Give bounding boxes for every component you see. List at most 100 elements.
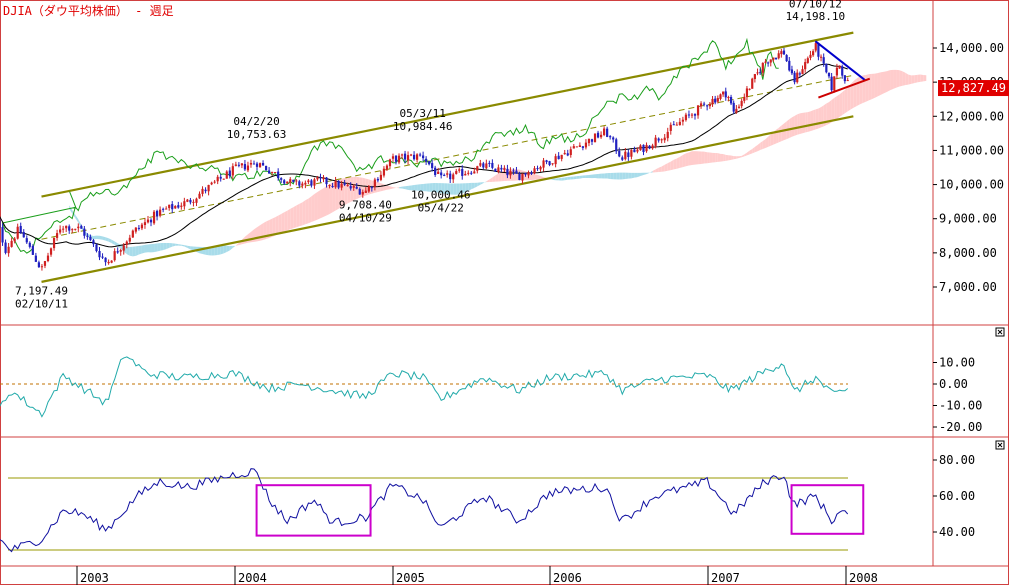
cloud-segment: [805, 112, 808, 133]
candle-body: [280, 178, 283, 180]
candle-body: [231, 166, 234, 176]
candle: [277, 168, 280, 181]
candle-body: [684, 114, 688, 121]
candle: [0, 217, 1, 229]
cloud-segment: [399, 186, 403, 189]
candle-body: [753, 74, 756, 80]
candle-body: [201, 188, 204, 194]
candle: [394, 155, 398, 165]
candle: [687, 110, 691, 119]
candle-body: [648, 145, 651, 149]
candle-body: [310, 180, 313, 186]
candle-body: [379, 174, 383, 180]
candle: [10, 237, 13, 248]
y-tick-label: 12,000.00: [939, 109, 1004, 123]
candle: [195, 197, 198, 207]
candle-body: [732, 102, 735, 112]
cloud-segment: [138, 245, 142, 255]
candle-body: [261, 162, 265, 166]
cloud-segment: [429, 183, 433, 192]
candle-body: [740, 100, 743, 107]
candle-body: [264, 165, 268, 171]
candle-body: [40, 266, 44, 268]
candle: [827, 72, 831, 79]
candle: [325, 176, 328, 188]
candle-body: [716, 98, 719, 102]
candle-body: [449, 173, 452, 180]
candle: [271, 171, 274, 176]
cloud-segment: [166, 242, 170, 250]
candle-body: [307, 180, 310, 183]
candle: [334, 176, 337, 189]
candle-body: [756, 72, 759, 74]
cloud-segment: [601, 173, 605, 179]
candle: [527, 170, 530, 179]
cloud-segment: [679, 154, 683, 168]
candle-body: [322, 177, 325, 180]
cloud-segment: [868, 73, 872, 101]
candle: [400, 153, 404, 160]
candle-body: [46, 255, 50, 262]
candle-body: [536, 168, 539, 170]
candle: [340, 180, 343, 191]
candle: [43, 260, 47, 269]
candle: [627, 149, 630, 161]
candle: [358, 187, 361, 195]
candle: [246, 161, 250, 173]
candle-body: [777, 53, 780, 59]
candle: [461, 165, 464, 180]
cloud-segment: [450, 183, 454, 195]
candle-body: [527, 172, 530, 176]
candle-body: [7, 246, 10, 254]
candle-body: [409, 154, 413, 156]
candle: [388, 158, 392, 169]
candle: [488, 160, 491, 168]
cloud-segment: [489, 177, 493, 182]
candle-body: [397, 155, 401, 163]
cloud-segment: [377, 182, 381, 192]
candle: [533, 166, 536, 175]
cloud-segment: [570, 176, 574, 180]
candle-body: [539, 166, 542, 170]
cloud-segment: [184, 245, 188, 248]
candle: [464, 170, 467, 176]
triangle-line-resistance: [814, 40, 867, 82]
candle: [434, 165, 437, 177]
cloud-segment: [709, 152, 713, 163]
cloud-segment: [540, 176, 544, 180]
candle-body: [767, 62, 770, 64]
cloud-segment: [308, 196, 312, 224]
candle: [551, 163, 554, 166]
cloud-segment: [701, 151, 705, 164]
candle-body: [68, 226, 71, 231]
candle: [409, 153, 413, 157]
cloud-segment: [874, 73, 878, 98]
candle: [578, 142, 581, 148]
candle: [403, 150, 407, 163]
candle-body: [473, 171, 476, 174]
candle: [494, 168, 497, 172]
candle-body: [575, 146, 578, 148]
candle-body: [304, 182, 307, 185]
x-tick-label: 2007: [711, 571, 740, 585]
candle-body: [835, 67, 839, 76]
candle-body: [817, 43, 820, 57]
candle-body: [706, 105, 709, 107]
candle-body: [690, 114, 694, 116]
candle: [518, 171, 521, 181]
candle-body: [71, 229, 74, 231]
candle-body: [43, 261, 47, 266]
cloud-segment: [781, 123, 784, 142]
candle-body: [636, 149, 639, 152]
candle-body: [394, 155, 398, 162]
candle-body: [74, 228, 77, 230]
candle: [524, 172, 527, 177]
candle: [298, 179, 301, 189]
annotation-value: 10,984.46: [393, 120, 453, 133]
candle: [777, 50, 780, 60]
candle-body: [654, 137, 657, 146]
cloud-segment: [741, 154, 745, 158]
cloud-segment: [715, 152, 718, 163]
cloud-segment: [126, 246, 130, 256]
